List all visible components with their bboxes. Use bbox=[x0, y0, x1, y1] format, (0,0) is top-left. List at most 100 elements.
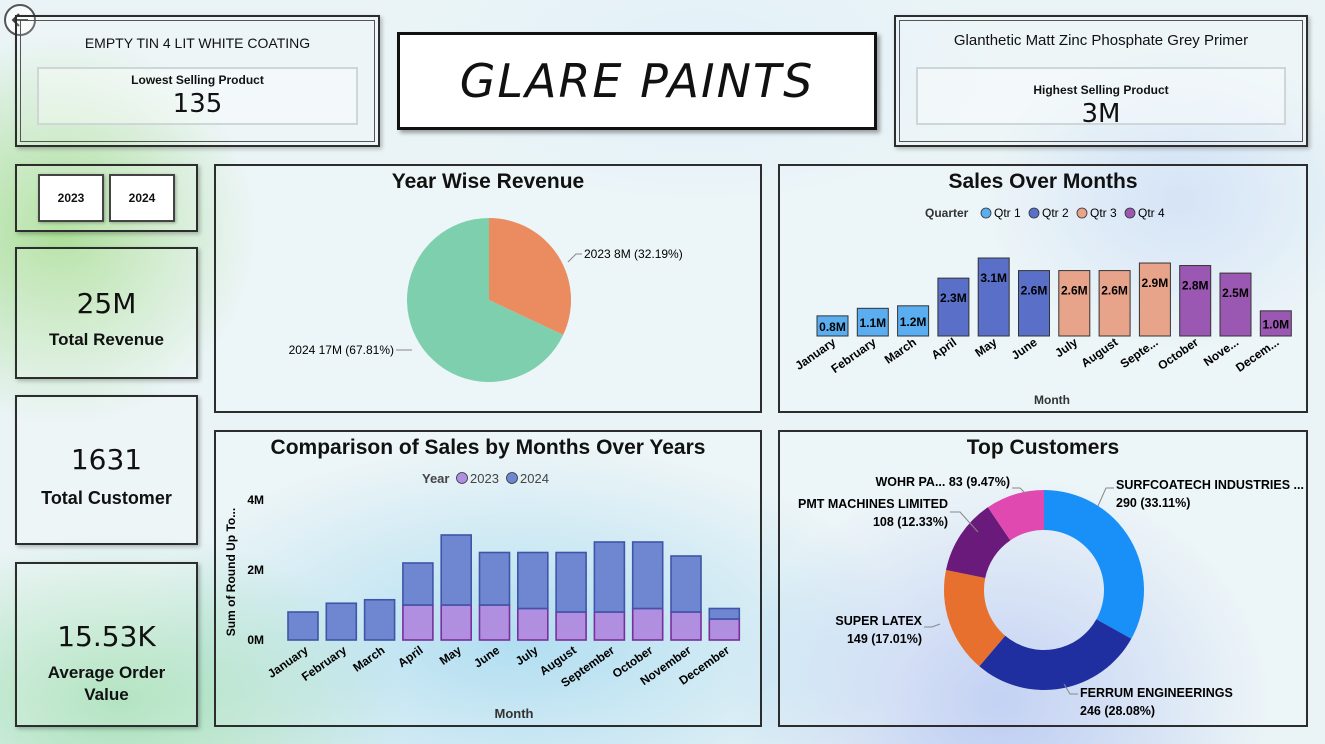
bar bbox=[1219, 272, 1252, 337]
bar bbox=[977, 257, 1010, 337]
legend-dot bbox=[1076, 207, 1088, 219]
x-tick-label: May bbox=[437, 643, 464, 668]
top-customers-panel: Top Customers SURFCOATECH INDUSTRIES ...… bbox=[778, 430, 1308, 727]
legend-label-2024: 2024 bbox=[520, 471, 549, 486]
donut-label-value: 246 (28.08%) bbox=[1080, 704, 1155, 718]
lowest-product-name: EMPTY TIN 4 LIT WHITE COATING bbox=[84, 35, 311, 51]
x-tick-label: July bbox=[1052, 335, 1080, 360]
highest-product-name: Glanthetic Matt Zinc Phosphate Grey Prim… bbox=[953, 32, 1249, 49]
leader-line bbox=[1012, 487, 1027, 495]
top-customers-chart: SURFCOATECH INDUSTRIES ... 290 (33.11%) FE… bbox=[798, 475, 1304, 718]
y-tick-label: 4M bbox=[247, 493, 264, 507]
average-order-label-line2: Value bbox=[84, 685, 129, 704]
total-revenue-card: 25M Total Revenue bbox=[15, 247, 198, 379]
bar bbox=[1259, 310, 1292, 337]
total-customer-value: 1631 bbox=[70, 443, 143, 476]
top-customers-title: Top Customers bbox=[966, 436, 1120, 459]
bar-2024 bbox=[670, 555, 702, 613]
donut-slice bbox=[987, 490, 1044, 541]
x-tick-label: June bbox=[1009, 335, 1040, 363]
y-tick-label: 2M bbox=[247, 563, 264, 577]
bar-2024 bbox=[363, 598, 396, 641]
bar-2024 bbox=[631, 541, 664, 610]
legend-label-qtr-3: Qtr 3 bbox=[1090, 206, 1117, 220]
total-customer-label: Total Customer bbox=[41, 488, 172, 508]
x-tick-label: October bbox=[1155, 335, 1201, 373]
x-axis-label: Month bbox=[1034, 393, 1070, 407]
donut-slice bbox=[944, 570, 1006, 667]
donut-slice bbox=[1044, 490, 1144, 639]
bar-2023 bbox=[516, 607, 549, 641]
year-button-2023[interactable]: 2023 bbox=[38, 174, 104, 222]
legend-label-qtr-2: Qtr 2 bbox=[1042, 206, 1069, 220]
lowest-product-value: 135 bbox=[172, 89, 223, 119]
leader-line bbox=[950, 511, 979, 533]
sales-over-months-chart: Quarter Qtr 1 Qtr 2 Qtr 3 Qtr 40.8MJanuary1.… bbox=[792, 206, 1292, 407]
comparison-sales-panel: Comparison of Sales by Months Over Years… bbox=[214, 430, 762, 727]
total-customer-card: 1631 Total Customer bbox=[15, 395, 198, 545]
x-tick-label: April bbox=[929, 335, 959, 362]
x-tick-label: May bbox=[972, 335, 999, 360]
x-tick-label: March bbox=[882, 335, 919, 367]
x-tick-label: July bbox=[513, 643, 541, 668]
x-tick-label: Septe... bbox=[1118, 335, 1161, 371]
legend-dot bbox=[1124, 207, 1136, 219]
bar-2024 bbox=[440, 534, 472, 606]
bar-2024 bbox=[325, 602, 358, 641]
average-order-label-line1: Average Order bbox=[47, 663, 166, 682]
x-axis-label: Month bbox=[495, 706, 534, 721]
bar bbox=[1058, 270, 1091, 337]
year-wise-revenue-chart: 2023 8M (32.19%) 2024 17M (67.81%) bbox=[289, 218, 683, 382]
bar-2023 bbox=[708, 618, 741, 641]
brand-title-box: GLARE PAINTS bbox=[397, 32, 877, 130]
bar-data-label: 1.2M bbox=[900, 315, 927, 329]
highest-product-card: Glanthetic Matt Zinc Phosphate Grey Prim… bbox=[894, 15, 1308, 147]
donut-slice bbox=[979, 619, 1132, 690]
card-border bbox=[899, 20, 1303, 142]
bar-2024 bbox=[287, 611, 319, 641]
x-tick-label: June bbox=[471, 643, 502, 671]
bar-2024 bbox=[555, 551, 587, 613]
x-tick-label: February bbox=[828, 335, 878, 376]
highest-product-value: 3M bbox=[1081, 99, 1121, 129]
year-wise-revenue-panel: Year Wise Revenue 2023 8M (32.19%) 2024 1… bbox=[214, 164, 762, 413]
sales-over-months-title: Sales Over Months bbox=[948, 170, 1138, 193]
bar-2023 bbox=[631, 607, 664, 641]
donut-label-value: 149 (17.01%) bbox=[847, 632, 922, 646]
donut-label-name: WOHR PA... 83 (9.47%) bbox=[875, 475, 1010, 489]
lowest-product-card: EMPTY TIN 4 LIT WHITE COATING Lowest Sel… bbox=[15, 15, 380, 147]
legend-dot bbox=[456, 472, 468, 484]
x-tick-label: March bbox=[350, 643, 387, 675]
bar-data-label: 2.6M bbox=[1101, 284, 1128, 298]
legend-label-2023: 2023 bbox=[470, 471, 499, 486]
legend-label-qtr-1: Qtr 1 bbox=[994, 206, 1021, 220]
bar-data-label: 2.6M bbox=[1021, 284, 1048, 298]
bar-2023 bbox=[555, 611, 587, 641]
bar bbox=[897, 305, 930, 337]
bar-2023 bbox=[670, 611, 702, 641]
lowest-product-box: Lowest Selling Product 135 bbox=[37, 67, 358, 125]
bar-2024 bbox=[593, 541, 626, 613]
bar bbox=[1138, 262, 1171, 337]
sales-over-months-panel: Sales Over Months Quarter Qtr 1 Qtr 2 Qtr 3… bbox=[778, 164, 1308, 413]
donut-label-name: SUPER LATEX bbox=[835, 614, 922, 628]
bar bbox=[816, 315, 849, 337]
bar-data-label: 2.9M bbox=[1142, 276, 1169, 290]
x-tick-label: April bbox=[395, 643, 425, 670]
bar-data-label: 2.5M bbox=[1222, 286, 1249, 300]
year-button-2024[interactable]: 2024 bbox=[109, 174, 175, 222]
bar-data-label: 2.3M bbox=[940, 291, 967, 305]
leader-line bbox=[567, 253, 582, 263]
bar bbox=[856, 307, 889, 337]
bar-data-label: 2.8M bbox=[1182, 279, 1209, 293]
highest-product-box: Highest Selling Product 3M bbox=[916, 67, 1286, 129]
bar-2024 bbox=[478, 551, 511, 606]
bar bbox=[1018, 270, 1050, 337]
pie-slice-2023 bbox=[489, 218, 571, 335]
bar-data-label: 0.8M bbox=[819, 320, 846, 334]
bar-data-label: 1.0M bbox=[1262, 317, 1289, 331]
legend-dot bbox=[980, 207, 992, 219]
total-revenue-value: 25M bbox=[76, 287, 137, 320]
bar-2024 bbox=[516, 551, 549, 610]
leader-line bbox=[1063, 683, 1078, 695]
